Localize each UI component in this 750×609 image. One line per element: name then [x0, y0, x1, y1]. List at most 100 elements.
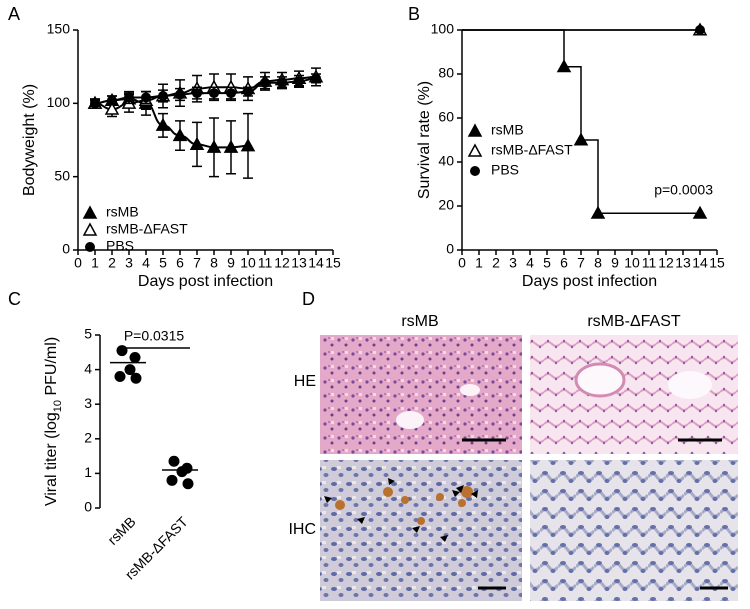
y-tick-label: 100 — [47, 94, 71, 110]
y-tick-label: 1 — [84, 464, 92, 480]
legend-marker — [85, 242, 95, 252]
y-axis-label: Viral titer (log10 PFU/ml) — [43, 337, 64, 506]
data-point — [130, 372, 142, 384]
x-tick-label: rsMB — [104, 513, 138, 547]
x-tick-label: 10 — [624, 255, 640, 271]
x-tick-label: 9 — [611, 255, 619, 271]
marker — [311, 73, 321, 84]
x-tick-label: 1 — [475, 255, 483, 271]
y-tick-label: 5 — [84, 326, 92, 342]
x-tick-label: 5 — [543, 255, 551, 271]
marker — [141, 92, 151, 103]
ihc-image — [320, 460, 522, 601]
y-axis-label: Bodyweight (%) — [21, 84, 38, 196]
legend-label: PBS — [491, 162, 519, 178]
data-point — [129, 351, 141, 363]
y-tick-label: 100 — [431, 21, 455, 37]
panel-label: D — [302, 289, 315, 309]
marker — [294, 76, 304, 87]
he-image — [530, 335, 738, 454]
panel-label: B — [408, 4, 420, 24]
data-point — [176, 466, 188, 478]
annotation: P=0.0315 — [124, 328, 185, 344]
x-tick-label: 14 — [308, 255, 324, 271]
x-tick-label: 4 — [526, 255, 534, 271]
y-tick-label: 0 — [84, 499, 92, 515]
stained-cells — [335, 486, 473, 525]
marker — [226, 88, 236, 99]
data-point — [124, 364, 136, 376]
marker — [90, 98, 100, 109]
x-axis-label: Days post infection — [138, 273, 273, 290]
x-tick-label: 15 — [709, 255, 725, 271]
x-tick-label: 15 — [325, 255, 341, 271]
panel-label: A — [8, 4, 20, 24]
marker — [158, 91, 168, 101]
legend-label: rsMB — [491, 122, 524, 138]
ihc-image — [530, 460, 738, 601]
x-tick-label: 7 — [577, 255, 585, 271]
x-tick-label: 0 — [458, 255, 466, 271]
panel-label: C — [8, 289, 21, 309]
marker — [175, 89, 185, 100]
x-tick-label: 6 — [560, 255, 568, 271]
marker — [573, 132, 589, 146]
marker — [107, 95, 117, 106]
y-tick-label: 4 — [84, 360, 92, 376]
y-tick-label: 0 — [62, 241, 70, 257]
legend-label: rsMB-ΔFAST — [491, 142, 573, 158]
legend-marker — [467, 123, 483, 137]
legend-marker — [82, 222, 98, 236]
y-tick-label: 0 — [446, 241, 454, 257]
arrowheads — [324, 478, 478, 542]
marker — [692, 205, 708, 219]
series-line — [94, 97, 249, 149]
data-point — [114, 371, 126, 383]
x-tick-label: 0 — [74, 255, 82, 271]
legend-marker — [470, 166, 480, 176]
x-tick-label: 9 — [227, 255, 235, 271]
legend-marker — [82, 205, 98, 219]
x-tick-label: 7 — [193, 255, 201, 271]
y-tick-label: 20 — [438, 197, 454, 213]
marker — [243, 86, 253, 97]
he-image — [320, 335, 522, 454]
legend-label: rsMB-ΔFAST — [106, 221, 188, 237]
y-tick-label: 80 — [438, 65, 454, 81]
x-tick-label: 3 — [509, 255, 517, 271]
data-point — [168, 455, 180, 467]
x-tick-label: 1 — [91, 255, 99, 271]
legend-label: PBS — [106, 238, 134, 254]
x-tick-label: 4 — [142, 255, 150, 271]
scale-bars — [462, 438, 728, 590]
alveolus — [460, 384, 480, 396]
annotation: p=0.0003 — [654, 181, 713, 197]
column-label: rsMB-ΔFAST — [587, 313, 681, 330]
x-tick-label: 13 — [675, 255, 691, 271]
marker — [260, 77, 270, 88]
column-label: rsMB — [401, 313, 438, 330]
marker — [104, 101, 120, 115]
data-point — [182, 478, 194, 490]
x-tick-label: 13 — [291, 255, 307, 271]
data-point — [116, 345, 128, 357]
y-tick-label: 40 — [438, 153, 454, 169]
y-tick-label: 150 — [47, 21, 71, 37]
y-axis-label: Survival rate (%) — [416, 81, 433, 199]
x-tick-label: 8 — [210, 255, 218, 271]
y-axis-label-part: 10 — [52, 400, 64, 412]
alveolus — [668, 371, 712, 399]
x-tick-label: 3 — [125, 255, 133, 271]
marker — [240, 138, 256, 152]
y-tick-label: 3 — [84, 395, 92, 411]
marker — [189, 136, 205, 150]
micrograph-panel: D rsMB rsMB-ΔFAST HE IHC — [288, 289, 738, 601]
marker — [206, 139, 222, 153]
x-tick-label: 5 — [159, 255, 167, 271]
x-tick-label: 10 — [240, 255, 256, 271]
data-point — [166, 474, 178, 486]
y-tick-label: 2 — [84, 430, 92, 446]
marker — [590, 205, 606, 219]
marker — [172, 128, 188, 142]
